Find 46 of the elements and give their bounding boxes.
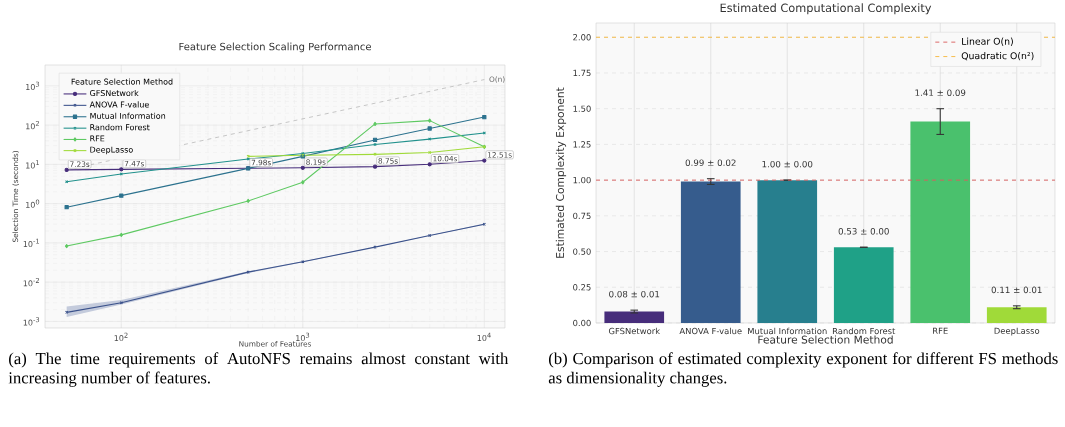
data-label: 0.99 ± 0.02 bbox=[685, 159, 736, 166]
x-tick-label: 10$^{2}$ bbox=[114, 332, 128, 342]
y-tick-label: 10$^{0}$ bbox=[26, 199, 40, 208]
x-axis-title: Feature Selection Method bbox=[758, 335, 893, 344]
x-tick-label: DeepLasso bbox=[994, 327, 1040, 336]
x-tick-label: Random Forest bbox=[832, 327, 896, 335]
y-tick-label: 1.75 bbox=[573, 69, 591, 77]
y-tick-label: 2.00 bbox=[573, 34, 591, 41]
x-tick-label: ANOVA F-value bbox=[679, 327, 742, 335]
y-tick-label: 0.00 bbox=[573, 319, 591, 327]
data-label: 0.08 ± 0.01 bbox=[609, 290, 660, 298]
legend-label: Mutual Information bbox=[90, 112, 166, 119]
legend-label: ANOVA F-value bbox=[89, 101, 149, 108]
y-tick-label: 10$^{-2}$ bbox=[23, 277, 39, 287]
x-tick-label: RFE bbox=[933, 327, 948, 334]
data-label: 1.00 ± 0.00 bbox=[762, 160, 813, 168]
legend-label: Random Forest bbox=[90, 124, 150, 131]
text: (b) Comparison of estimated complexity exponent for different FS methods as dimensionality changes. bbox=[548, 352, 1058, 387]
y-tick-label: 0.50 bbox=[573, 248, 591, 255]
data-label: 0.11 ± 0.01 bbox=[991, 286, 1042, 294]
chart-title: Estimated Computational Complexity bbox=[720, 3, 932, 15]
y-tick-label: 1.25 bbox=[573, 141, 591, 148]
data-label: 1.41 ± 0.09 bbox=[915, 89, 966, 96]
x-tick-label: Mutual Information bbox=[748, 327, 827, 335]
y-tick-label: 0.75 bbox=[573, 212, 591, 220]
x-tick-label: 10$^{3}$ bbox=[296, 332, 310, 342]
y-tick-label: 10$^{-1}$ bbox=[23, 238, 40, 248]
chart-title: Feature Selection Scaling Performance bbox=[179, 42, 371, 53]
y-tick-label: 1.50 bbox=[573, 105, 591, 112]
legend-label: Linear O(n) bbox=[962, 37, 1013, 46]
y-tick-label: 10$^{3}$ bbox=[26, 81, 40, 91]
legend-title: Feature Selection Method bbox=[71, 78, 173, 85]
y-axis-title: Estimated Complexity Exponent bbox=[555, 87, 567, 258]
x-tick-label: GFSNetwork bbox=[608, 327, 661, 335]
y-tick-label: 10$^{1}$ bbox=[26, 160, 40, 169]
data-label: 0.53 ± 0.00 bbox=[838, 228, 889, 235]
legend-label: DeepLasso bbox=[90, 146, 133, 155]
legend-label: Quadratic O(n²) bbox=[961, 52, 1034, 61]
y-tick-label: 0.25 bbox=[573, 284, 591, 291]
y-tick-label: 10$^{2}$ bbox=[26, 120, 39, 130]
text: (a) The time requirements of AutoNFS remains almost constant with increasing number of features. bbox=[8, 352, 509, 387]
y-tick-label: 1.00 bbox=[573, 176, 591, 184]
legend-label: GFSNetwork bbox=[90, 89, 139, 97]
y-tick-label: 10$^{-3}$ bbox=[23, 317, 40, 326]
x-tick-label: 10$^{4}$ bbox=[477, 332, 491, 342]
legend-label: RFE bbox=[90, 135, 105, 142]
